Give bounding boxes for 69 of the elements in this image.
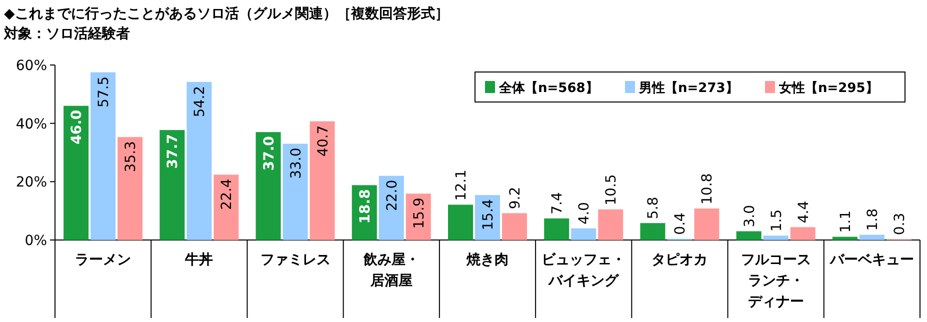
x-tick-label: 牛丼	[184, 252, 214, 268]
x-tick-label: ファミレス	[260, 252, 330, 268]
bar	[598, 209, 624, 240]
bar	[214, 174, 239, 240]
bar	[160, 130, 185, 240]
data-label: 12.1	[454, 170, 470, 201]
data-label: 5.8	[646, 196, 662, 220]
data-label: 4.0	[576, 202, 593, 224]
bar	[256, 132, 281, 240]
y-tick-label: 0%	[24, 233, 47, 249]
data-label: 1.8	[864, 208, 881, 231]
data-label: 4.4	[796, 200, 812, 224]
bar	[859, 234, 884, 240]
bar	[282, 144, 308, 240]
bar	[475, 195, 500, 240]
chart-subtitle: 対象：ソロ活経験者	[3, 25, 130, 42]
bar	[90, 72, 116, 240]
data-label: 9.2	[508, 186, 524, 210]
data-label: 18.8	[357, 189, 374, 224]
bar	[310, 121, 335, 240]
x-tick-label: 飲み屋・居酒屋	[362, 252, 420, 289]
data-label: 22.0	[384, 180, 400, 212]
bar	[64, 106, 89, 240]
data-label: 0.4	[672, 212, 689, 235]
bar	[502, 213, 527, 240]
data-label: 10.8	[700, 173, 716, 204]
data-label: 3.0	[742, 204, 758, 228]
x-tick-label: フルコースランチ・ディナー	[740, 252, 811, 310]
bar	[736, 231, 762, 240]
data-label: 22.4	[219, 178, 236, 210]
data-label: 37.7	[165, 134, 182, 169]
bar	[763, 236, 788, 240]
data-label: 15.9	[411, 198, 428, 229]
bar	[118, 137, 143, 240]
x-tick-label: ラーメン	[75, 252, 132, 268]
bar	[640, 223, 666, 240]
bar	[186, 82, 212, 240]
data-label: 1.5	[768, 209, 785, 232]
chart-title: ◆これまでに行ったことがあるソロ活（グルメ関連）［複数回答形式］	[4, 5, 449, 22]
bar	[544, 218, 570, 240]
bar	[406, 194, 431, 240]
y-tick-label: 20%	[16, 174, 47, 191]
x-tick-label: タピオカ	[652, 252, 708, 268]
x-tick-label: バーベキュー	[828, 252, 914, 268]
y-tick-label: 60%	[16, 58, 47, 74]
data-label: 37.0	[261, 136, 278, 171]
data-label: 7.4	[550, 192, 566, 214]
data-label: 15.4	[480, 198, 496, 230]
bar	[571, 228, 596, 240]
data-label: 33.0	[288, 148, 304, 179]
bar	[448, 204, 473, 240]
data-label: 0.3	[892, 212, 908, 236]
data-label: 1.1	[838, 210, 854, 233]
y-tick-label: 40%	[16, 116, 47, 132]
legend-label: 男性【n=273】	[638, 80, 738, 96]
bar	[790, 227, 816, 240]
data-label: 54.2	[192, 86, 208, 118]
data-label: 57.5	[96, 76, 112, 108]
bar	[832, 236, 858, 240]
bar	[694, 208, 720, 240]
data-label: 35.3	[123, 141, 140, 172]
legend-label: 女性【n=295】	[778, 80, 878, 96]
data-label: 10.5	[604, 174, 620, 206]
legend-label: 全体【n=568】	[498, 80, 598, 96]
x-tick-label: 焼き肉	[466, 252, 508, 268]
x-tick-label: ビュッフェ・バイキング	[542, 252, 626, 289]
data-label: 40.7	[315, 125, 332, 156]
data-label: 46.0	[69, 110, 86, 144]
bar	[378, 176, 404, 240]
